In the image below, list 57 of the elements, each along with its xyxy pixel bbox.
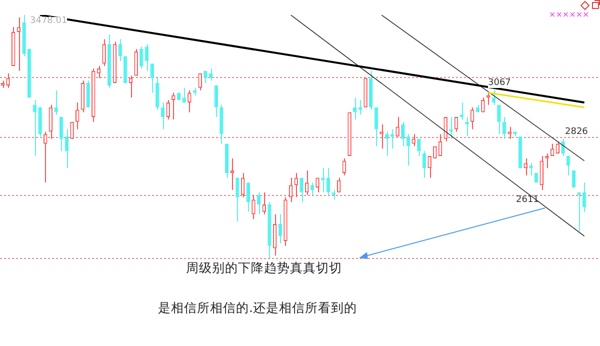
candlestick (486, 92, 490, 106)
candlestick (252, 194, 256, 220)
candlestick (188, 90, 192, 113)
annotation: ×××××× (549, 10, 590, 19)
candlestick (86, 80, 90, 108)
candlestick (492, 90, 496, 106)
candlestick (417, 138, 421, 156)
candlestick (561, 138, 565, 156)
candlestick (54, 90, 58, 116)
candlestick (310, 182, 314, 196)
candlestick (128, 75, 133, 98)
annotation: 2826 (565, 127, 588, 137)
candlestick (449, 116, 453, 140)
candlestick (390, 128, 394, 150)
candlestick (198, 72, 202, 91)
candlestick (204, 70, 208, 84)
candlestick (497, 104, 501, 135)
annotation: 3067 (488, 78, 511, 88)
candlestick (6, 72, 10, 88)
candlestick (182, 87, 186, 103)
candlestick (524, 158, 528, 176)
candlestick (577, 192, 581, 232)
candlestick (300, 177, 304, 203)
candlestick (396, 116, 400, 137)
candlestick (140, 46, 144, 69)
candlestick (460, 102, 464, 120)
candlestick (230, 158, 234, 190)
candlestick (545, 153, 549, 169)
candlestick (316, 177, 320, 193)
candlestick (288, 177, 293, 203)
candlestick (134, 48, 138, 76)
candlestick (428, 155, 432, 178)
annotation: 3478.01 (30, 16, 68, 26)
text: 周级别的下降趋势真真切切 (186, 260, 342, 275)
candlestick (102, 38, 106, 67)
candlestick (529, 162, 533, 176)
candlestick (380, 124, 384, 150)
candlestick (385, 131, 389, 156)
candlestick (358, 100, 362, 116)
candlestick (444, 116, 448, 142)
candlestick (481, 97, 485, 113)
candlestick (401, 121, 405, 147)
candlestick (16, 16, 21, 72)
candlestick (96, 66, 101, 79)
candlestick (156, 78, 160, 110)
candlestick (332, 189, 336, 200)
candlestick (336, 177, 341, 193)
candlestick (166, 100, 170, 120)
text: 是相信所相信的.还是相信所看到的 (158, 300, 357, 315)
candlestick (412, 134, 416, 147)
candlestick (508, 126, 512, 140)
candlestick (172, 92, 176, 120)
annotation: 2611 (516, 195, 539, 205)
candlestick (465, 116, 469, 137)
candlestick (150, 63, 154, 94)
candlestick (236, 177, 240, 222)
candlestick (118, 38, 122, 62)
